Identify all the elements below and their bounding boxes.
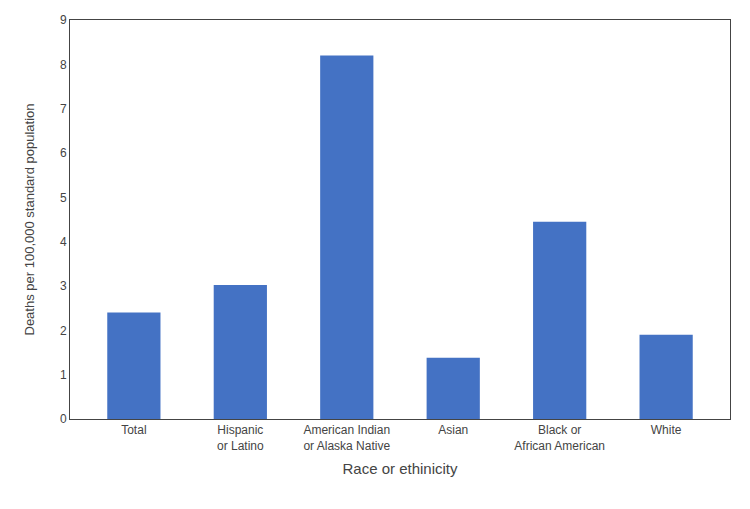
svg-text:0: 0 [60,412,67,426]
svg-text:Total: Total [121,423,146,437]
svg-text:Race or ethinicity: Race or ethinicity [342,460,458,477]
svg-text:Deaths per 100,000 standard po: Deaths per 100,000 standard population [22,103,37,335]
svg-text:9: 9 [60,13,67,27]
svg-text:6: 6 [60,146,67,160]
svg-text:American Indianor Alaska Nativ: American Indianor Alaska Native [303,423,390,453]
svg-text:4: 4 [60,235,67,249]
svg-text:3: 3 [60,279,67,293]
svg-text:7: 7 [60,102,67,116]
svg-text:White: White [651,423,682,437]
svg-text:2: 2 [60,324,67,338]
svg-text:Asian: Asian [438,423,468,437]
svg-text:Hispanicor Latino: Hispanicor Latino [217,423,264,453]
svg-text:Black orAfrican American: Black orAfrican American [514,423,605,453]
svg-text:8: 8 [60,58,67,72]
svg-text:5: 5 [60,191,67,205]
svg-text:1: 1 [60,368,67,382]
